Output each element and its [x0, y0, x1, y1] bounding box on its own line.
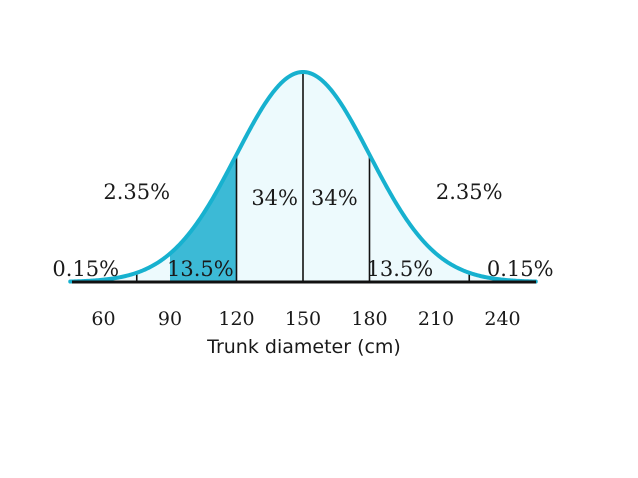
x-tick-label: 60	[91, 308, 115, 330]
region-percentage-label: 2.35%	[103, 180, 170, 204]
x-tick-label: 240	[484, 308, 520, 330]
distribution-curve	[68, 69, 538, 284]
region-percentage-label: 0.15%	[487, 257, 554, 281]
x-tick-label: 210	[418, 308, 454, 330]
region-percentage-label: 0.15%	[52, 257, 119, 281]
line-layer	[68, 69, 538, 284]
x-tick-label: 120	[218, 308, 254, 330]
x-tick-label: 90	[158, 308, 182, 330]
x-tick-label: 150	[285, 308, 321, 330]
region-percentage-label: 13.5%	[367, 257, 434, 281]
region-percentage-label: 34%	[251, 186, 298, 210]
label-layer: 60 90 120 150 180 210 240 0.15% 2.35% 13.5% 34% 34%…	[52, 180, 553, 330]
region-percentage-label: 2.35%	[436, 180, 503, 204]
region-percentage-label: 34%	[311, 186, 358, 210]
x-axis-label: Trunk diameter (cm)	[206, 336, 401, 358]
x-tick-label: 180	[351, 308, 387, 330]
region-percentage-label: 13.5%	[167, 257, 234, 281]
